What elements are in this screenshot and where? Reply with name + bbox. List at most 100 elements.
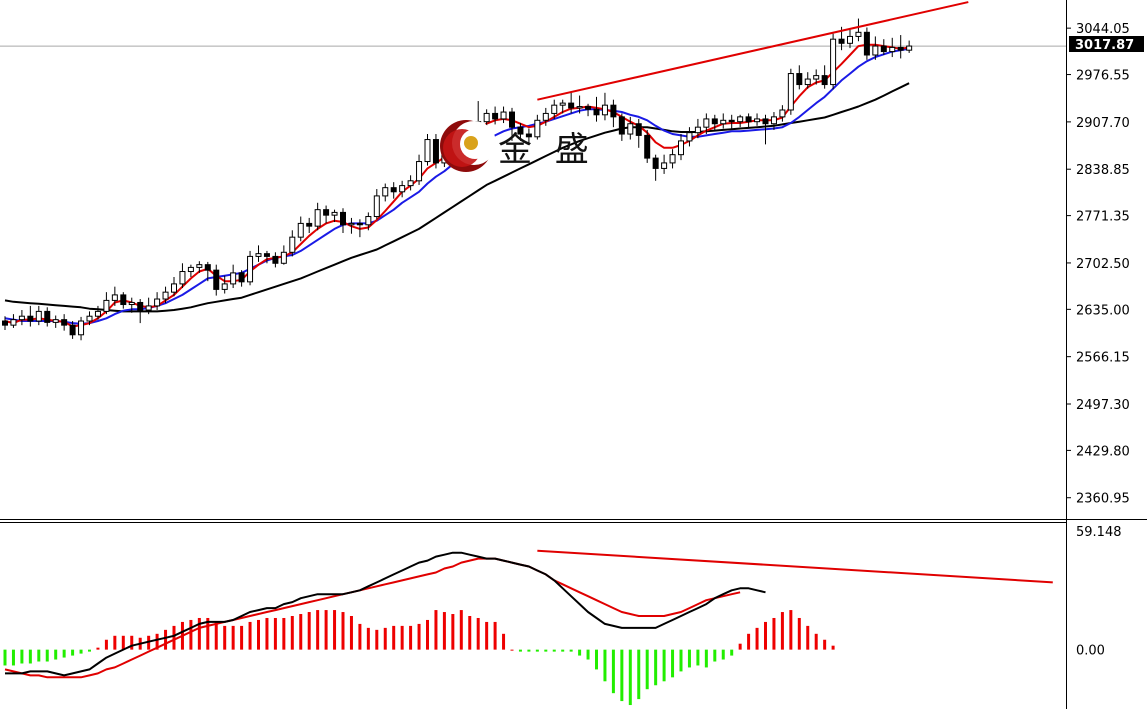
macd-bar <box>189 619 193 650</box>
candle <box>137 299 144 324</box>
candle-body <box>661 162 668 169</box>
candle-body <box>863 31 870 56</box>
candle-body <box>821 75 828 86</box>
candle-body <box>568 102 575 109</box>
macd-bar <box>45 649 49 662</box>
macd-axis: 59.148 0.00 <box>1076 525 1122 659</box>
macd-histogram <box>3 610 835 706</box>
macd-bar <box>789 610 793 650</box>
price-axis-label: 2566.15 <box>1076 351 1130 366</box>
macd-bar <box>265 617 269 650</box>
candle <box>821 65 828 89</box>
candle <box>416 154 423 185</box>
candle <box>779 105 786 122</box>
macd-bar <box>409 625 413 650</box>
candle-body <box>78 320 85 336</box>
candle-body <box>424 139 431 163</box>
candle <box>635 118 642 148</box>
macd-bar <box>273 617 277 650</box>
candle-body <box>196 264 203 268</box>
candle-body <box>897 46 904 51</box>
candle-body <box>889 46 896 53</box>
price-panel: 金 盛 <box>0 1 1066 341</box>
macd-bar <box>831 645 835 650</box>
candle <box>906 40 913 53</box>
candle <box>272 252 279 268</box>
candle-body <box>61 319 68 326</box>
candle <box>399 180 406 198</box>
candle <box>500 106 507 124</box>
candle-body <box>745 116 752 123</box>
candle-body <box>576 106 583 109</box>
candle <box>830 33 837 90</box>
macd-bar <box>738 643 742 650</box>
macd-bar <box>366 627 370 650</box>
candle <box>255 245 262 262</box>
candle <box>517 123 524 141</box>
candle-body <box>737 116 744 123</box>
moving-average-ma-slow <box>4 82 910 313</box>
macd-bar <box>341 612 345 650</box>
candle <box>618 113 625 141</box>
macd-bar <box>426 619 429 650</box>
candle <box>390 182 397 199</box>
candle-body <box>644 134 651 159</box>
candle-body <box>610 104 617 118</box>
candle <box>171 277 177 297</box>
candle-body <box>652 157 659 169</box>
macd-bar <box>206 617 210 650</box>
macd-bar <box>282 617 286 650</box>
macd-bar <box>671 649 675 678</box>
candle-body <box>120 294 127 306</box>
macd-bar <box>358 623 362 650</box>
candle-body <box>340 211 346 226</box>
candle-body <box>796 73 803 86</box>
candle-body <box>221 283 228 290</box>
macd-bar <box>628 649 632 706</box>
macd-bar <box>197 617 201 650</box>
macd-bar <box>155 633 159 650</box>
candle-body <box>128 301 135 306</box>
candle <box>424 134 431 166</box>
macd-bar <box>764 621 767 650</box>
macd-bar <box>654 649 658 686</box>
macd-bar <box>164 629 168 650</box>
macd-bar <box>307 612 311 650</box>
candle <box>847 29 853 49</box>
candle <box>69 321 76 339</box>
candle-body <box>779 109 786 118</box>
candle-body <box>44 310 51 323</box>
candle-body <box>703 118 710 128</box>
candle-body <box>500 111 507 120</box>
macd-bar <box>3 649 7 666</box>
macd-bar <box>316 610 320 650</box>
macd-bar <box>780 612 784 650</box>
candle <box>331 209 338 223</box>
candle-body <box>694 126 701 134</box>
macd-dea-line <box>4 557 741 679</box>
candle-body <box>754 118 761 123</box>
candle <box>728 114 735 129</box>
candle <box>754 113 761 126</box>
candle-body <box>728 119 735 123</box>
candle <box>221 275 228 294</box>
price-axis-label: 2429.80 <box>1076 444 1130 459</box>
candle-body <box>187 266 194 273</box>
candle-body <box>787 73 794 111</box>
candle-body <box>686 132 693 142</box>
macd-bar <box>687 649 691 668</box>
price-axis-label: 2771.35 <box>1076 210 1130 225</box>
candle <box>432 134 439 169</box>
candle-body <box>263 253 270 257</box>
candle-body <box>390 187 397 193</box>
candle-body <box>247 255 254 283</box>
candle-body <box>356 222 363 226</box>
macd-bar <box>620 649 624 702</box>
candle-body <box>525 133 532 138</box>
macd-bar <box>510 649 514 651</box>
macd-bar <box>375 629 379 650</box>
candle <box>61 314 68 331</box>
macd-bar <box>417 623 421 650</box>
macd-bar <box>679 649 683 672</box>
